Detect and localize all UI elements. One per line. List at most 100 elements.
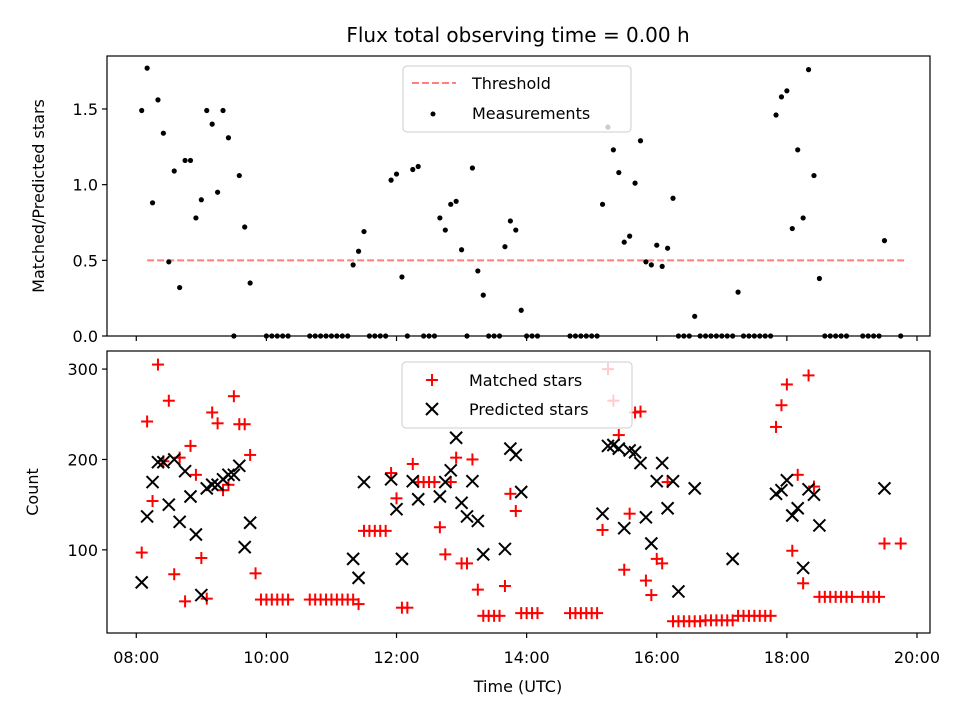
matched-star-point (531, 607, 544, 620)
matched-star-point (444, 476, 457, 489)
measurement-point (410, 166, 416, 173)
predicted-star-point (601, 439, 615, 453)
matched-star-point (189, 468, 202, 481)
matched-star-point (151, 358, 164, 371)
measurement-point (648, 262, 654, 268)
predicted-star-point (221, 468, 236, 482)
measurement-point (621, 239, 627, 245)
measurement-point (160, 130, 166, 136)
matched-star-point (146, 495, 159, 508)
measurement-point (415, 163, 421, 170)
measurement-point (816, 275, 822, 282)
matched-star-point (504, 487, 517, 500)
measurement-point (393, 171, 400, 177)
measurement-point (355, 248, 362, 254)
predicted-star-point (633, 456, 648, 470)
matched-star-point (406, 457, 419, 470)
matched-star-point (775, 399, 788, 412)
measurement-point (654, 242, 660, 248)
top-y-tick-label: 1.0 (73, 176, 98, 195)
measurement-point (225, 135, 232, 141)
predicted-star-point (162, 497, 176, 512)
matched-star-point (791, 468, 804, 481)
predicted-star-point (612, 441, 626, 456)
predicted-star-point (514, 485, 528, 499)
predicted-star-point (151, 455, 165, 469)
predicted-star-point (145, 475, 160, 489)
x-axis-label: Time (UTC) (473, 677, 562, 696)
top-panel: 0.0 0.5 1.0 1.5 Matched/Predicted stars Thr… (29, 55, 931, 346)
predicted-star-point (460, 509, 474, 524)
predicted-star-point (628, 445, 642, 459)
measurement-point (204, 107, 210, 114)
measurement-point (800, 215, 806, 221)
matched-star-point (493, 609, 506, 622)
predicted-star-point (433, 489, 447, 504)
matched-star-point (639, 574, 652, 587)
measurement-point (502, 244, 508, 250)
measurement-point (177, 284, 183, 291)
measurement-point (811, 172, 817, 179)
matched-star-point (894, 537, 907, 550)
measurement-point (166, 259, 172, 265)
predicted-star-point (384, 472, 398, 487)
top-y-tick-label: 0.5 (73, 251, 98, 270)
legend-predicted-swatch (425, 402, 439, 416)
matched-star-point (509, 504, 522, 517)
predicted-star-point (807, 488, 821, 502)
top-plot-marks (139, 65, 907, 339)
matched-star-point (385, 467, 398, 480)
measurement-point (388, 177, 394, 183)
measurement-point (795, 147, 801, 153)
predicted-star-point (471, 514, 485, 528)
predicted-star-point (465, 474, 480, 488)
bottom-y-ticks: 100 200 300 (67, 360, 107, 560)
matched-star-point (200, 592, 213, 605)
predicted-star-point (617, 521, 631, 535)
measurement-point (215, 189, 221, 195)
matched-star-point (379, 524, 392, 537)
matched-star-point (162, 394, 175, 407)
measurement-point (616, 169, 622, 176)
bottom-panel: 100 200 300 08:00 10:00 12:00 14:00 16:00 18:00… (23, 350, 940, 696)
matched-star-point (141, 415, 154, 428)
legend-matched-label: Matched stars (469, 371, 582, 390)
predicted-star-point (791, 501, 805, 515)
matched-star-point (786, 544, 799, 557)
matched-star-point (244, 448, 257, 461)
predicted-star-point (639, 510, 653, 525)
legend-predicted-label: Predicted stars (469, 400, 589, 419)
matched-star-point (439, 548, 452, 561)
measurement-point (632, 180, 638, 186)
predicted-star-point (438, 475, 453, 489)
measurement-point (193, 215, 199, 221)
top-axes-frame (106, 55, 931, 337)
matched-star-point (460, 557, 473, 570)
predicted-star-point (227, 468, 241, 482)
matched-star-point (433, 521, 446, 534)
predicted-star-point (232, 459, 246, 473)
predicted-star-point (172, 515, 187, 529)
measurement-point (198, 197, 204, 203)
predicted-star-point (140, 509, 154, 524)
measurement-point (627, 233, 633, 239)
measurement-point (664, 245, 671, 251)
x-tick-label: 20:00 (894, 648, 940, 667)
measurement-point (247, 280, 253, 286)
measurement-point (469, 165, 476, 171)
predicted-star-point (666, 474, 680, 488)
measurement-point (735, 289, 741, 295)
predicted-star-point (167, 452, 181, 467)
measurement-point (144, 65, 150, 71)
measurement-point (149, 200, 156, 206)
measurement-point (480, 292, 486, 298)
matched-star-point (645, 589, 658, 602)
measurement-point (448, 201, 454, 207)
matched-star-point (282, 593, 295, 606)
predicted-star-point (774, 483, 789, 497)
matched-star-point (623, 507, 636, 520)
predicted-star-point (687, 481, 702, 496)
matched-star-point (466, 453, 479, 466)
matched-star-point (168, 568, 181, 581)
matched-star-point (390, 492, 403, 505)
